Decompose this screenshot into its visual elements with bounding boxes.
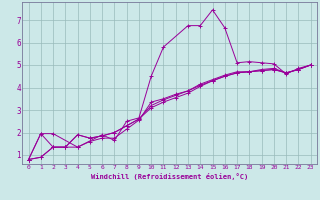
X-axis label: Windchill (Refroidissement éolien,°C): Windchill (Refroidissement éolien,°C) [91,173,248,180]
